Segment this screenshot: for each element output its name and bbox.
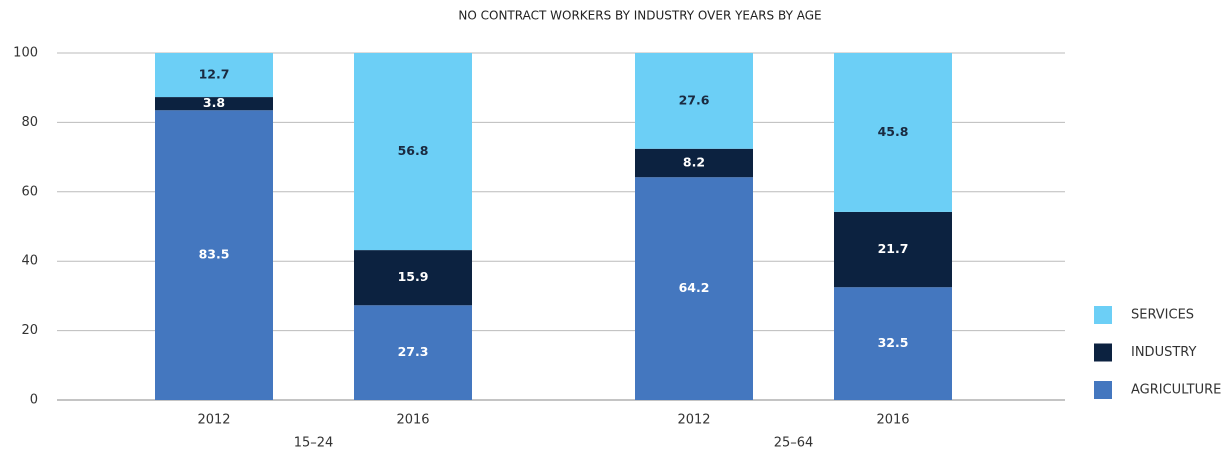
y-tick-label: 60: [21, 184, 38, 199]
bar-segment: [155, 97, 273, 111]
bar-segment: [635, 148, 753, 178]
legend-swatch: [1094, 343, 1112, 362]
group-label: 25–64: [774, 436, 814, 451]
legend-label: SERVICES: [1131, 308, 1194, 323]
value-label: 15.9: [398, 269, 429, 284]
bar-segment: [834, 53, 952, 212]
value-label: 27.6: [679, 92, 710, 107]
value-label: 21.7: [878, 241, 909, 256]
bar-segment: [155, 110, 273, 400]
value-label: 27.3: [398, 344, 429, 359]
bar-segment: [834, 287, 952, 400]
x-tick-label: 2012: [677, 413, 710, 428]
legend-swatch: [1094, 306, 1112, 324]
chart-title: NO CONTRACT WORKERS BY INDUSTRY OVER YEA…: [458, 9, 821, 23]
value-label: 45.8: [878, 124, 909, 139]
value-label: 56.8: [398, 143, 429, 158]
bar-segment: [354, 250, 472, 306]
value-label: 12.7: [199, 67, 230, 82]
y-tick-label: 0: [30, 393, 38, 408]
value-label: 83.5: [199, 247, 230, 262]
value-label: 64.2: [679, 280, 710, 295]
bar-segment: [635, 53, 753, 149]
x-tick-label: 2016: [876, 413, 909, 428]
value-label: 32.5: [878, 335, 909, 350]
bar-segment: [354, 305, 472, 400]
value-label: 3.8: [203, 95, 225, 110]
legend-swatch: [1094, 381, 1112, 399]
y-tick-label: 100: [13, 46, 38, 61]
y-tick-label: 80: [21, 115, 38, 130]
legend-label: AGRICULTURE: [1131, 383, 1221, 398]
bar-segment: [354, 53, 472, 251]
y-tick-label: 40: [21, 254, 38, 269]
x-tick-label: 2016: [396, 413, 429, 428]
x-tick-label: 2012: [197, 413, 230, 428]
legend-label: INDUSTRY: [1131, 345, 1196, 360]
value-label: 8.2: [683, 154, 705, 169]
bar-segment: [635, 177, 753, 400]
bar-segment: [834, 211, 952, 288]
group-label: 15–24: [294, 436, 334, 451]
y-tick-label: 20: [21, 323, 38, 338]
bar-segment: [155, 53, 273, 98]
